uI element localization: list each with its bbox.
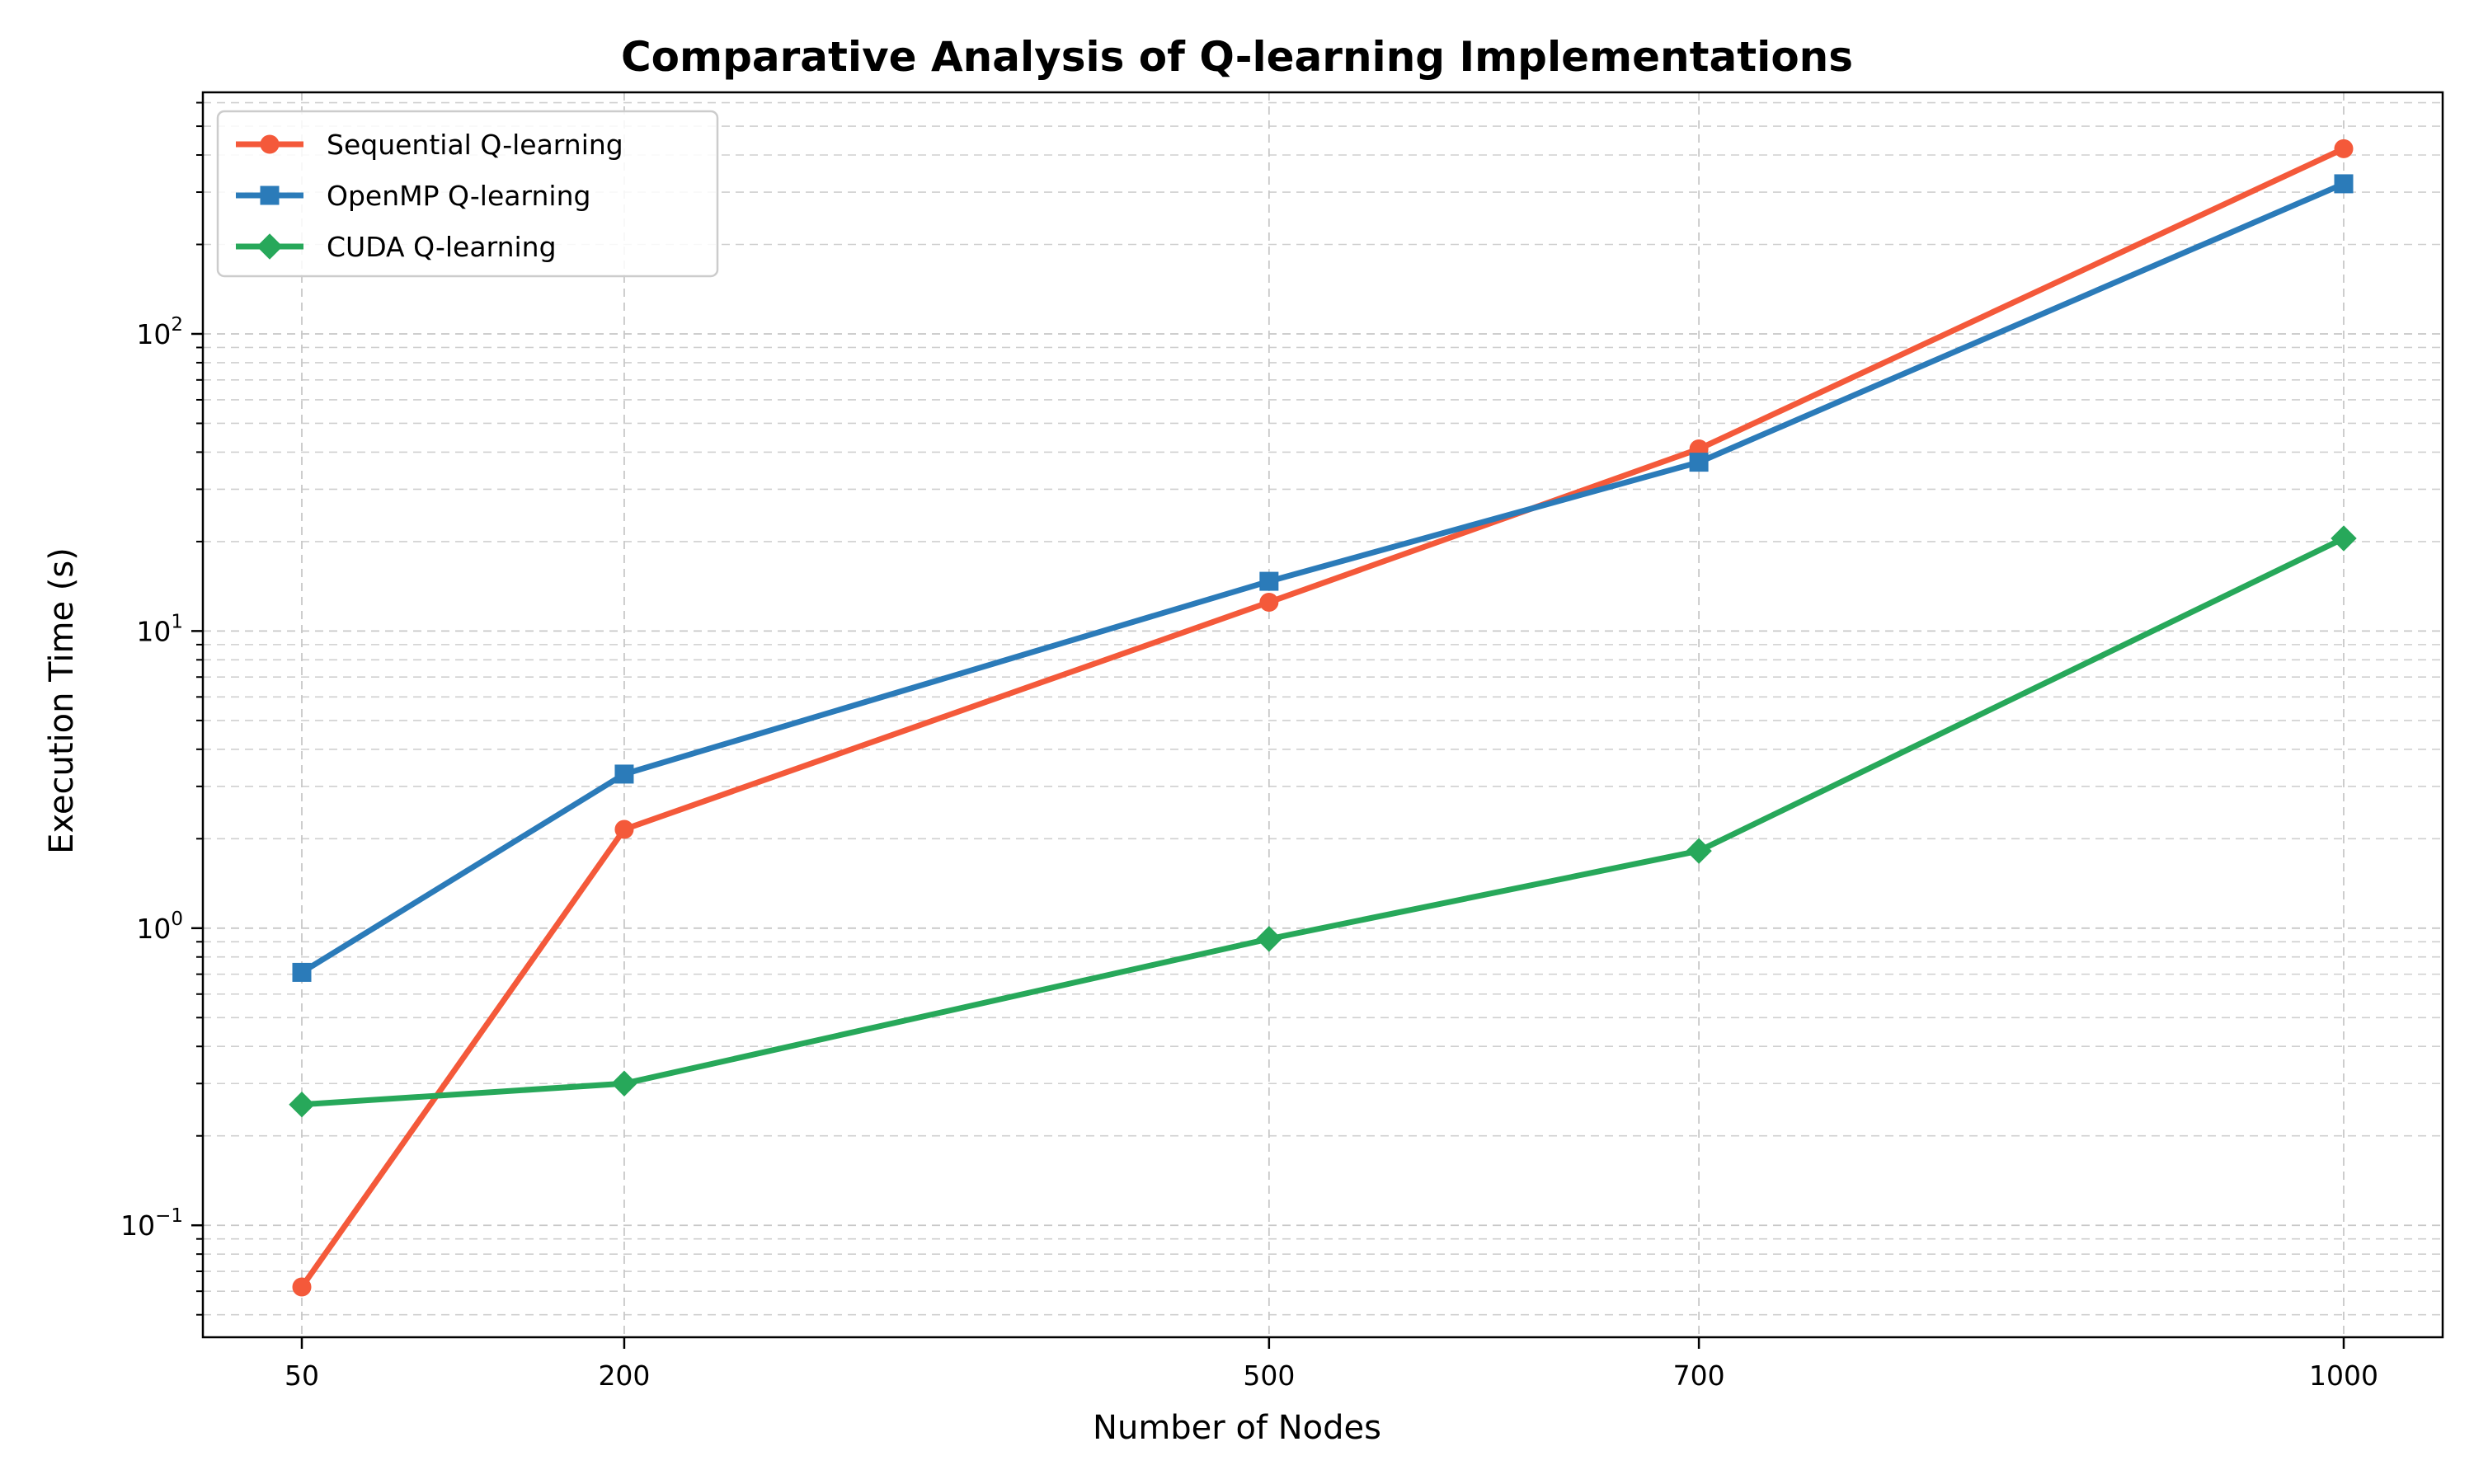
x-tick-label: 700 (1673, 1360, 1725, 1392)
data-point (1259, 592, 1279, 612)
legend-box (216, 110, 719, 278)
data-point (1259, 571, 1279, 591)
chart-title: Comparative Analysis of Q-learning Imple… (621, 33, 1853, 81)
data-point (1256, 926, 1282, 952)
data-point (2334, 139, 2354, 158)
legend-item: Sequential Q-learning (236, 129, 623, 161)
x-tick-label: 500 (1243, 1360, 1295, 1392)
y-axis-label: Execution Time (s) (43, 547, 81, 854)
legend-label: CUDA Q-learning (327, 231, 557, 263)
series-lines (289, 139, 2357, 1297)
legend-label: OpenMP Q-learning (327, 180, 590, 212)
grid (203, 92, 2443, 1337)
legend-marker (260, 186, 280, 205)
series-square (292, 174, 2354, 982)
axis-ticks: 10−1 100 101 102 50 200 500 700 1000 (120, 101, 2378, 1392)
legend-marker (260, 134, 280, 154)
data-point (2331, 525, 2357, 552)
data-point (1686, 838, 1712, 864)
plot-frame (201, 91, 2444, 1339)
series-diamond (289, 525, 2357, 1118)
legend-label: Sequential Q-learning (327, 129, 623, 161)
x-tick-label: 50 (285, 1360, 319, 1392)
data-point (1689, 453, 1709, 472)
data-point (292, 1277, 312, 1297)
legend-item: CUDA Q-learning (236, 231, 557, 263)
legend: Sequential Q-learning OpenMP Q-learning CU… (216, 110, 719, 278)
data-point (614, 764, 634, 784)
x-axis-label: Number of Nodes (1093, 1409, 1381, 1447)
x-tick-label: 200 (598, 1360, 650, 1392)
legend-marker (256, 233, 283, 260)
data-point (289, 1091, 315, 1118)
data-point (614, 819, 634, 839)
data-point (292, 962, 312, 982)
y-tick-label: 100 (136, 909, 183, 945)
y-tick-label: 102 (136, 314, 183, 350)
data-point (611, 1070, 637, 1097)
legend-item: OpenMP Q-learning (236, 180, 590, 212)
data-point (2334, 174, 2354, 194)
y-tick-label: 101 (136, 611, 183, 647)
y-tick-label: 10−1 (120, 1205, 183, 1242)
x-tick-label: 1000 (2309, 1360, 2378, 1392)
